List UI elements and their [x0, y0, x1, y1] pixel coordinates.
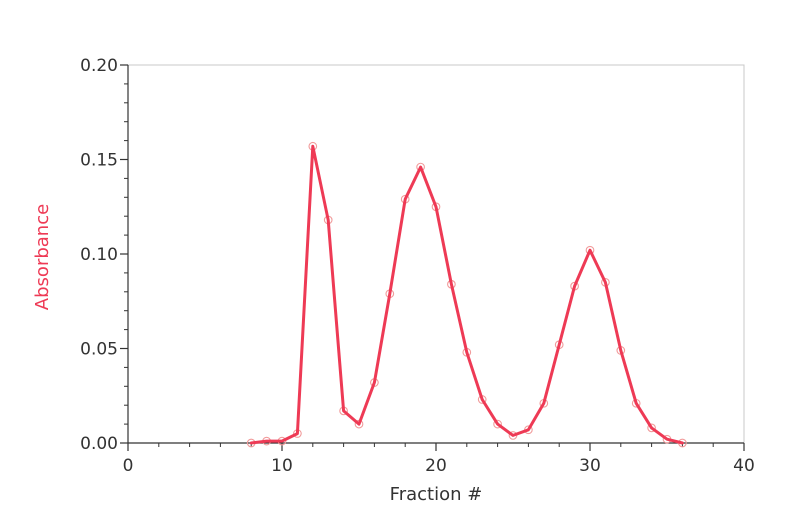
series-line — [249, 144, 684, 445]
y-tick-label: 0.05 — [80, 340, 118, 360]
data-markers — [246, 141, 687, 448]
data-point — [585, 245, 595, 255]
x-tick-label: 40 — [733, 456, 755, 476]
x-tick-labels: 0 10 20 30 40 — [123, 456, 755, 476]
plot-frame — [127, 64, 745, 444]
y-tick-label: 0.00 — [80, 434, 118, 454]
data-point — [493, 419, 502, 429]
x-tick-label: 0 — [123, 456, 134, 476]
y-tick-label: 0.10 — [80, 245, 118, 265]
major-ticks — [120, 64, 745, 451]
y-tick-labels: 0.00 0.05 0.10 0.15 0.20 — [80, 56, 118, 454]
y-tick-label: 0.15 — [80, 151, 118, 171]
data-point — [647, 423, 656, 433]
x-tick-label: 20 — [425, 456, 447, 476]
x-tick-label: 10 — [271, 456, 293, 476]
y-axis-title: Absorbance — [32, 204, 53, 310]
x-axis-title: Fraction # — [390, 484, 483, 505]
minor-ticks — [124, 83, 714, 447]
y-tick-label: 0.20 — [80, 56, 118, 76]
x-tick-label: 30 — [579, 456, 601, 476]
